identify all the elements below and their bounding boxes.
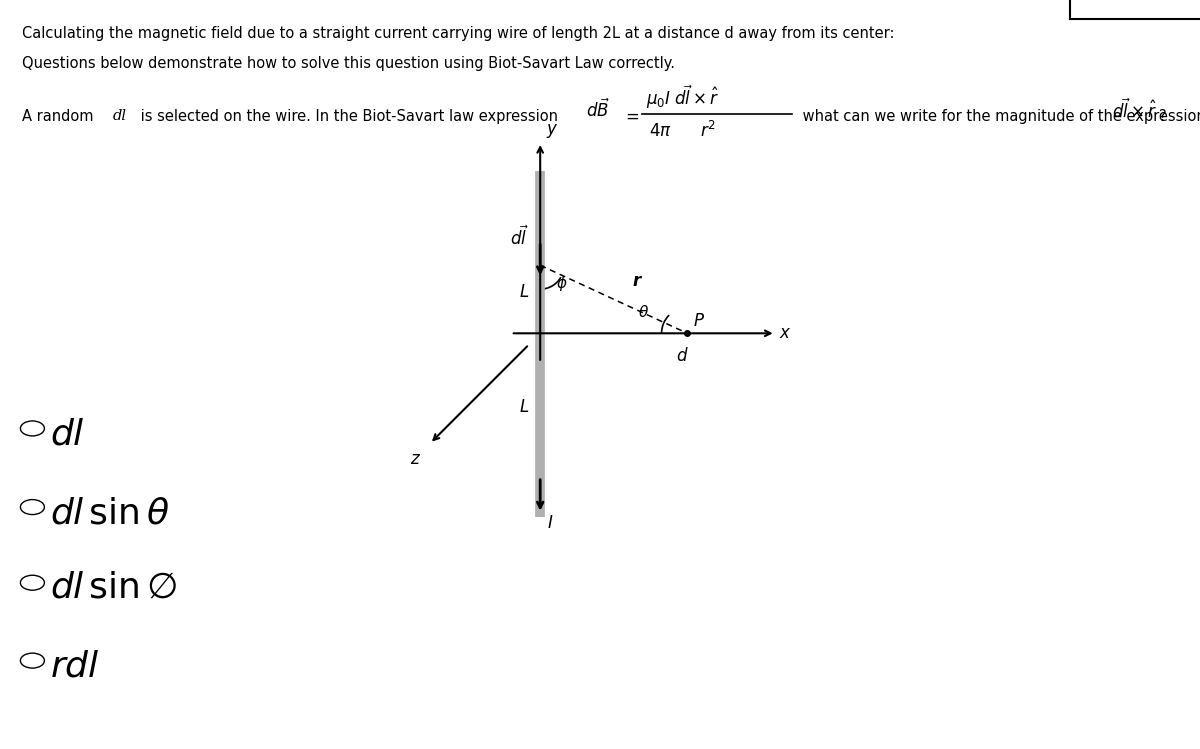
Text: L: L	[520, 398, 529, 416]
Text: $4\pi$: $4\pi$	[649, 122, 672, 140]
Text: d: d	[676, 347, 686, 365]
Text: $rdl$: $rdl$	[50, 649, 100, 684]
Text: Calculating the magnetic field due to a straight current carrying wire of length: Calculating the magnetic field due to a …	[22, 26, 894, 41]
Text: P: P	[694, 312, 703, 330]
Text: $\phi$: $\phi$	[557, 274, 568, 293]
Text: ?: ?	[1159, 109, 1166, 124]
Text: z: z	[410, 449, 419, 467]
Text: x: x	[779, 324, 790, 342]
Text: $dl$: $dl$	[50, 417, 85, 452]
Text: $d\vec{l}$: $d\vec{l}$	[510, 226, 529, 249]
Text: y: y	[546, 121, 556, 139]
Text: $d\vec{B}$: $d\vec{B}$	[586, 99, 610, 121]
Text: $dl\,\sin\theta$: $dl\,\sin\theta$	[50, 496, 170, 530]
Text: L: L	[520, 283, 529, 301]
Text: $=$: $=$	[622, 107, 638, 125]
Text: $\theta$: $\theta$	[637, 304, 649, 320]
Text: A random: A random	[22, 109, 97, 124]
Text: $\mu_0 I\; d\vec{l} \times \hat{r}$: $\mu_0 I\; d\vec{l} \times \hat{r}$	[646, 84, 719, 111]
Text: r: r	[632, 272, 641, 290]
Text: $dl\,\sin\varnothing$: $dl\,\sin\varnothing$	[50, 571, 178, 605]
Text: dl: dl	[113, 109, 127, 123]
Text: what can we write for the magnitude of the expression: what can we write for the magnitude of t…	[798, 109, 1200, 124]
Text: Questions below demonstrate how to solve this question using Biot-Savart Law cor: Questions below demonstrate how to solve…	[22, 56, 674, 71]
Text: $r^2$: $r^2$	[700, 121, 715, 141]
Text: $d\vec{l} \times \hat{r}$: $d\vec{l} \times \hat{r}$	[1112, 98, 1158, 122]
Text: is selected on the wire. In the Biot-Savart law expression: is selected on the wire. In the Biot-Sav…	[136, 109, 558, 124]
Text: I: I	[547, 514, 552, 532]
